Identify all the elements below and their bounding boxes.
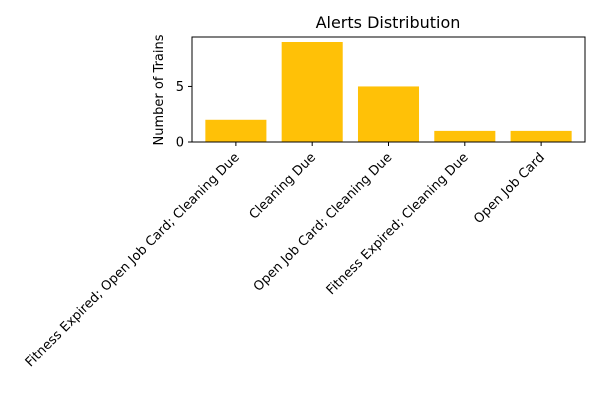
y-axis-ticks: 05 xyxy=(176,80,192,151)
bar xyxy=(357,86,420,142)
bar xyxy=(434,130,496,142)
bar xyxy=(281,42,343,142)
chart-title: Alerts Distribution xyxy=(316,13,461,32)
y-axis-label: Number of Trains xyxy=(152,34,167,145)
y-tick-label: 0 xyxy=(176,136,184,151)
bars-group xyxy=(205,42,572,142)
bar xyxy=(510,130,572,142)
bar xyxy=(205,119,267,142)
y-tick-label: 5 xyxy=(176,80,184,95)
plot-area-frame xyxy=(191,36,586,143)
